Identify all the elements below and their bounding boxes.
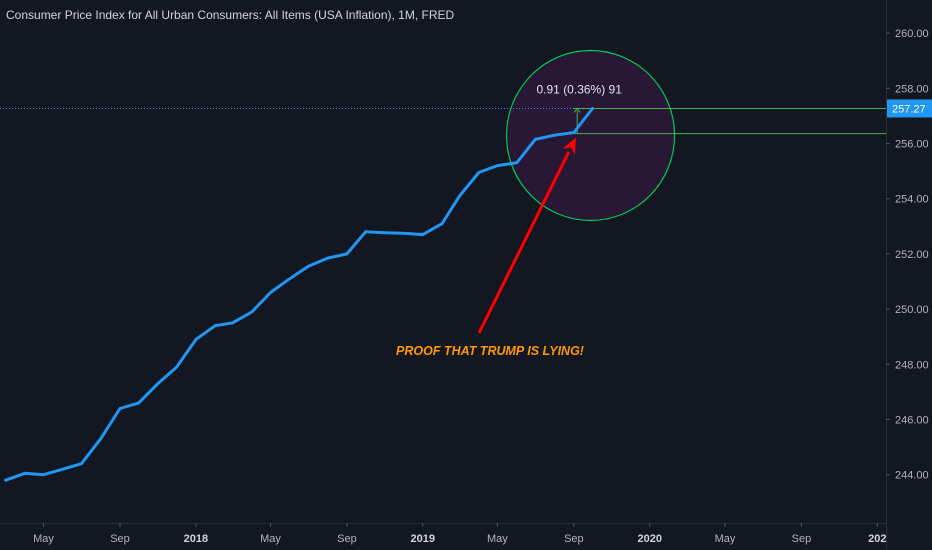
x-tick-label: Sep [337, 533, 357, 545]
data-point [496, 164, 499, 167]
y-tick-label: 244.00 [895, 470, 929, 482]
highlight-circle [505, 49, 676, 222]
y-tick-label: 248.00 [895, 359, 929, 371]
data-point [421, 233, 424, 236]
data-point [288, 277, 291, 280]
data-point [250, 311, 253, 314]
x-tick-label: Sep [792, 533, 812, 545]
data-point [591, 107, 594, 110]
x-tick-label: May [260, 533, 281, 545]
x-tick-label: 2020 [637, 533, 661, 545]
data-point [214, 324, 217, 327]
data-point [24, 472, 27, 475]
data-point [458, 195, 461, 198]
y-tick-label: 256.00 [895, 139, 929, 151]
data-point [364, 230, 367, 233]
data-point [477, 171, 480, 174]
arrowhead-icon [562, 137, 576, 156]
data-point [231, 322, 234, 325]
data-point [553, 134, 556, 137]
time-axis[interactable]: May Sep 2018 May Sep 2019 May Sep 2020 May Sep 202 [33, 523, 886, 545]
x-tick-label: Sep [564, 533, 584, 545]
data-point [4, 479, 7, 482]
data-point [269, 291, 272, 294]
data-point [402, 232, 405, 235]
chart-title: Consumer Price Index for All Urban Consu… [6, 8, 455, 22]
x-tick-label: May [33, 533, 54, 545]
data-point [137, 402, 140, 405]
data-point [80, 462, 83, 465]
data-point [384, 231, 387, 234]
y-tick-label: 246.00 [895, 415, 929, 427]
x-tick-label: 202 [868, 533, 886, 545]
data-point [515, 161, 518, 164]
data-point [99, 437, 102, 440]
data-point [307, 265, 310, 268]
y-tick-label: 250.00 [895, 304, 929, 316]
data-point [157, 382, 160, 385]
data-point [42, 473, 45, 476]
data-point [534, 138, 537, 141]
data-point [346, 253, 349, 256]
data-point [441, 222, 444, 225]
data-point [573, 131, 576, 134]
price-axis[interactable]: 244.00 246.00 248.00 250.00 252.00 254.00 256.… [886, 28, 929, 482]
x-tick-label: 2019 [411, 533, 435, 545]
data-point [326, 257, 329, 260]
data-point [175, 366, 178, 369]
x-tick-label: 2018 [184, 533, 208, 545]
data-point [195, 338, 198, 341]
measure-label: 0.91 (0.36%) 91 [537, 82, 623, 96]
y-tick-label: 252.00 [895, 249, 929, 261]
annotation-arrow [477, 151, 571, 334]
y-tick-label: 260.00 [895, 28, 929, 40]
x-tick-label: Sep [110, 533, 130, 545]
last-price-label: 257.27 [892, 103, 926, 115]
x-tick-label: May [487, 533, 508, 545]
y-tick-label: 254.00 [895, 194, 929, 206]
annotation-text: PROOF THAT TRUMP IS LYING! [396, 344, 584, 358]
last-price-tag [887, 99, 932, 118]
x-tick-label: May [715, 533, 736, 545]
cpi-series-line [4, 107, 594, 482]
measure-arrowhead-icon [573, 107, 581, 113]
y-tick-label: 258.00 [895, 83, 929, 95]
data-point [61, 468, 64, 471]
data-point [119, 407, 122, 410]
